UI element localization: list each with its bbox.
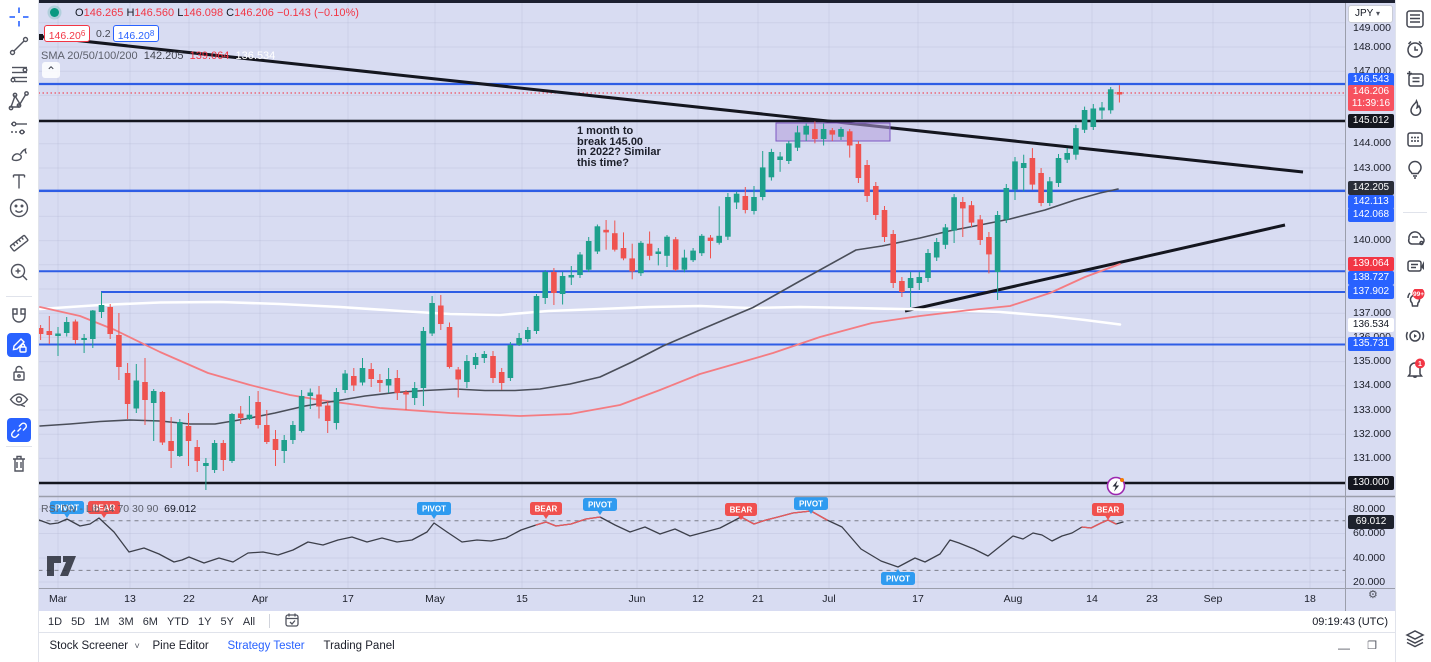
svg-text:BEAR: BEAR	[730, 506, 753, 515]
svg-text:PIVOT: PIVOT	[799, 500, 823, 509]
svg-text:BEAR: BEAR	[1097, 506, 1120, 515]
svg-text:99+: 99+	[1413, 291, 1424, 298]
svg-text:PIVOT: PIVOT	[422, 505, 446, 514]
svg-text:BEAR: BEAR	[93, 504, 116, 513]
svg-text:BEAR: BEAR	[535, 505, 558, 514]
svg-text:PIVOT: PIVOT	[886, 575, 910, 584]
svg-text:1: 1	[1418, 361, 1422, 368]
svg-text:PIVOT: PIVOT	[55, 504, 79, 513]
svg-text:PIVOT: PIVOT	[588, 501, 612, 510]
